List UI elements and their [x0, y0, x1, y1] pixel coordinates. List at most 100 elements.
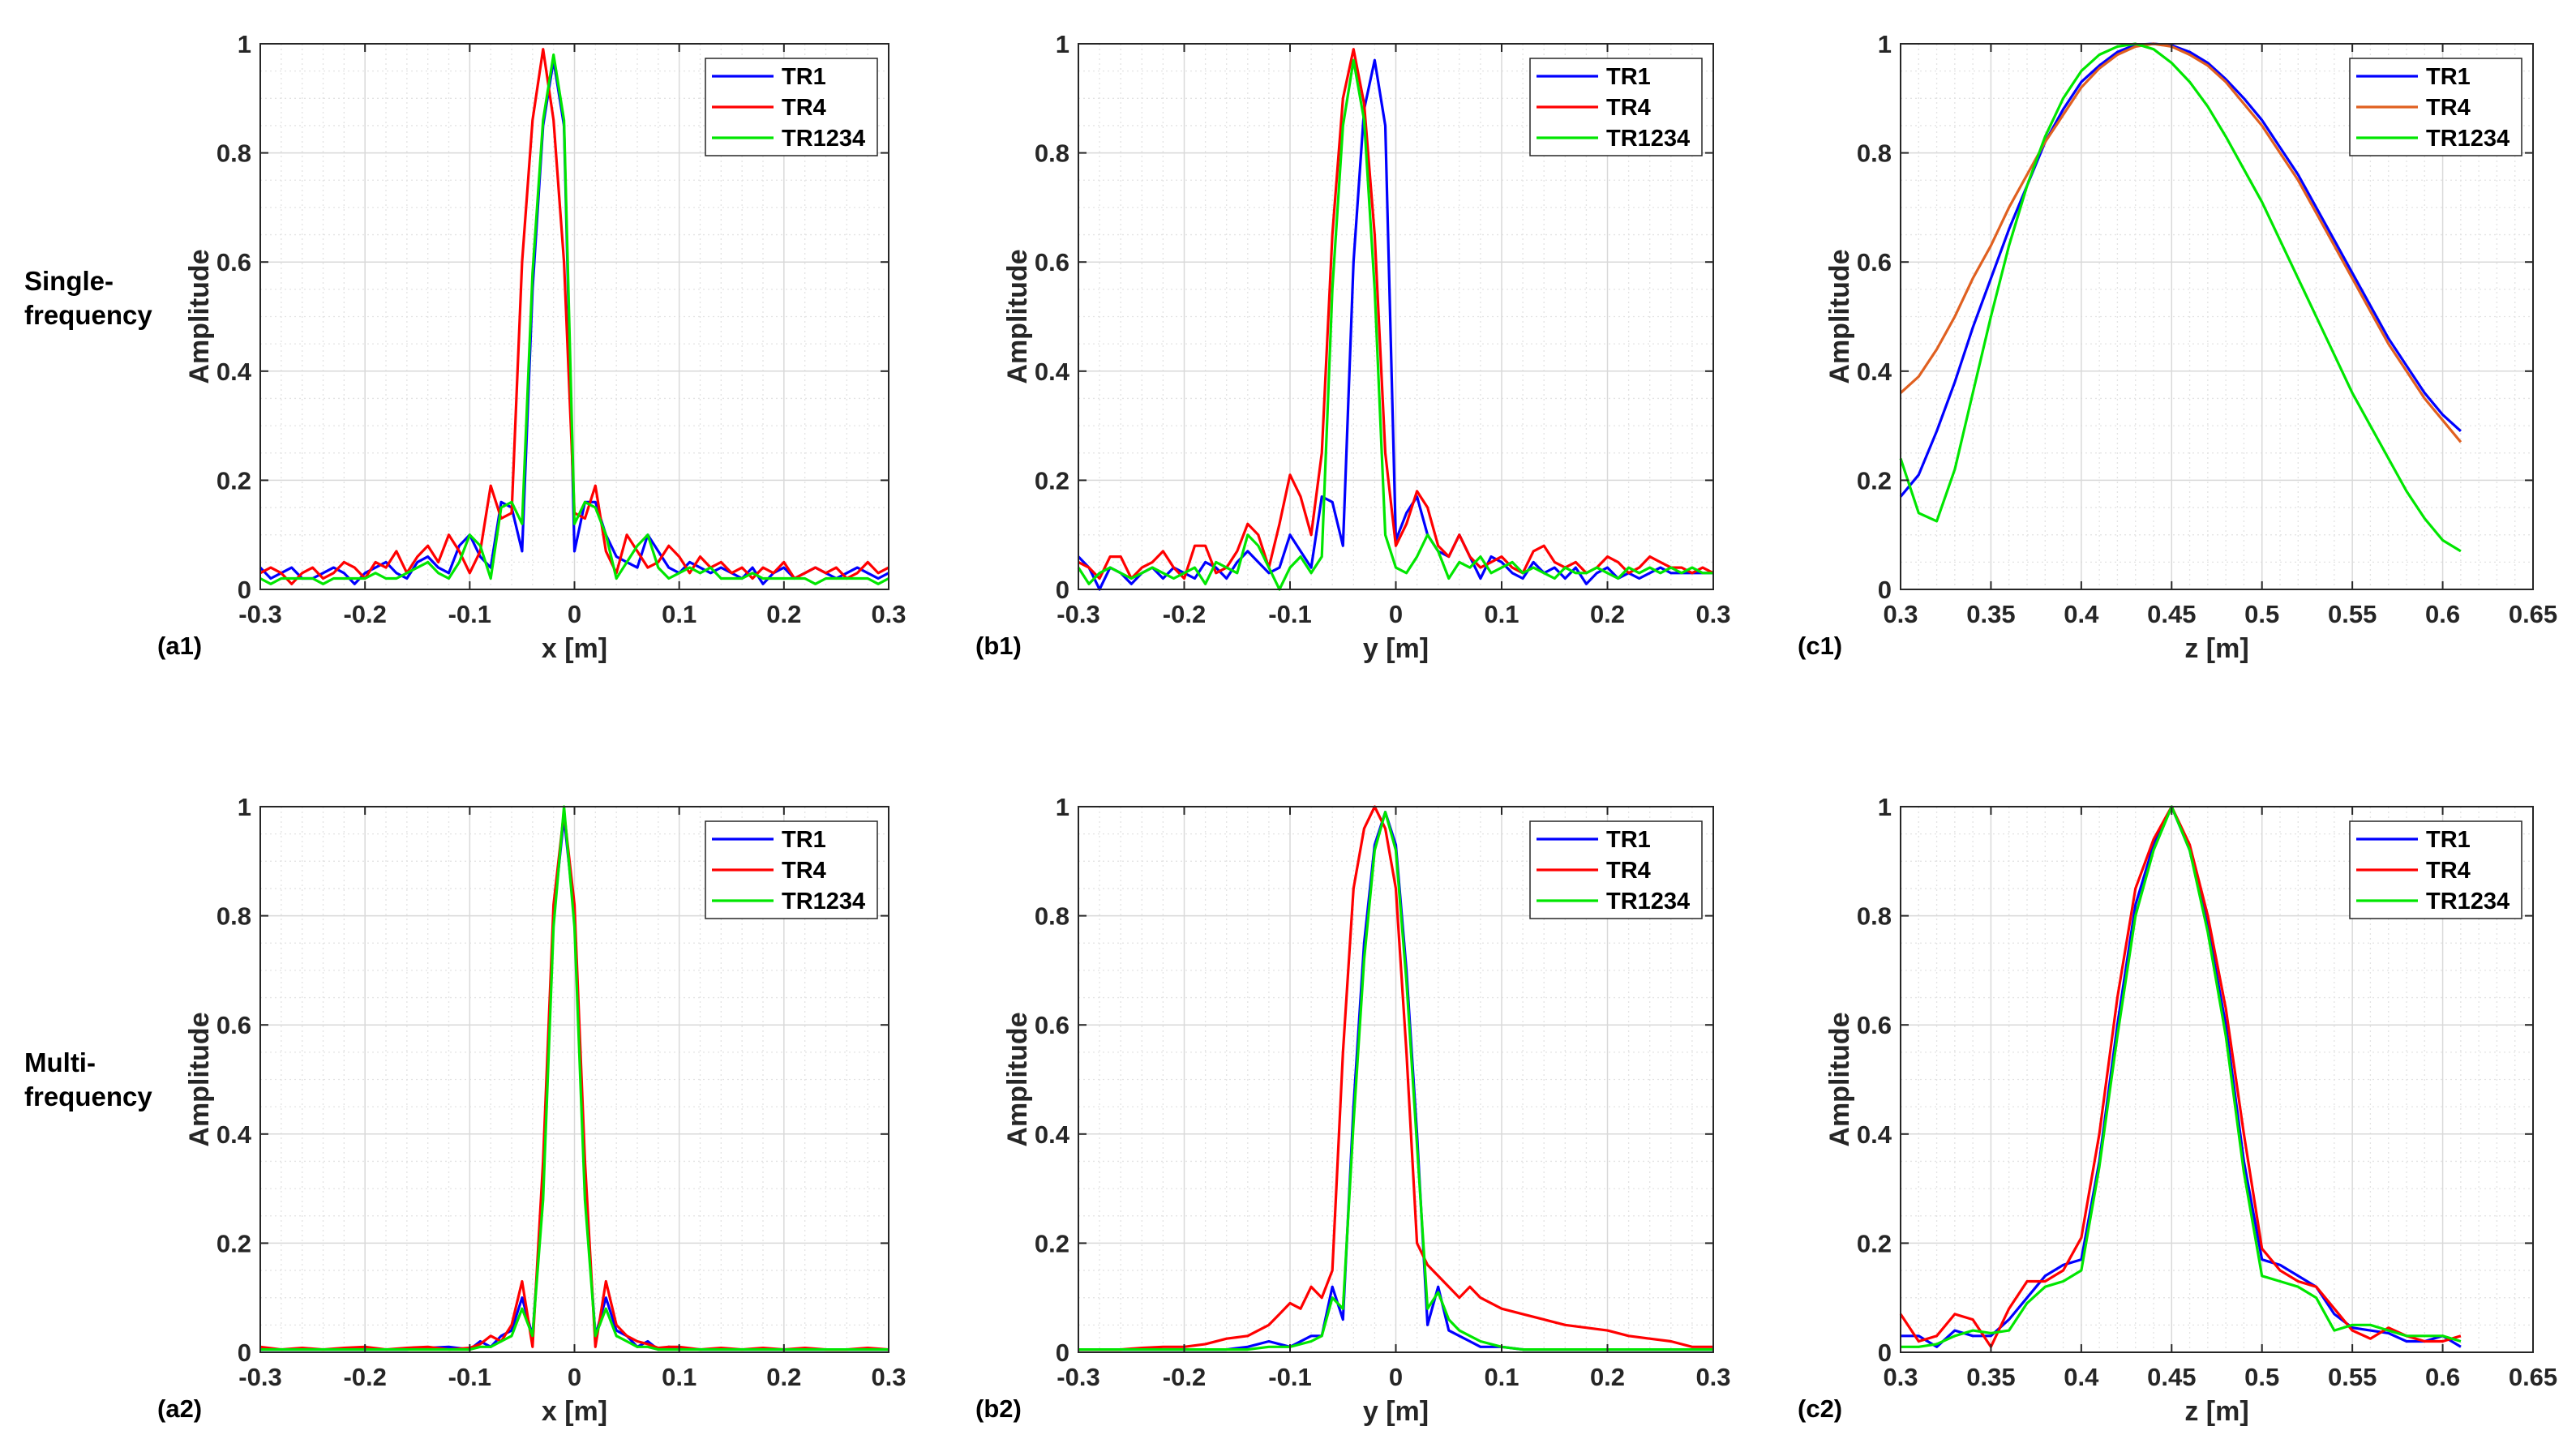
- x-axis-label: z [m]: [2184, 633, 2248, 664]
- y-tick-label: 0.8: [216, 139, 251, 168]
- panel-b1: -0.3 -0.2 -0.1 0 0.1 0.2 0.3 0 0.2 0.4 0.6 0.8 1 y [m…: [975, 30, 1731, 664]
- x-tick-label: 0: [568, 1363, 581, 1391]
- y-tick-label: 0.8: [1035, 139, 1069, 168]
- legend-item-tr4: TR4: [712, 95, 826, 121]
- x-tick-label: 0.3: [871, 1363, 906, 1391]
- panel-b2: -0.3 -0.2 -0.1 0 0.1 0.2 0.3 0 0.2 0.4 0.6 0.8 1 y [m…: [975, 793, 1731, 1427]
- x-tick-label: 0.65: [2509, 600, 2557, 628]
- y-tick-label: 0.6: [1035, 248, 1069, 276]
- x-tick-label: 0.45: [2147, 1363, 2196, 1391]
- panel-label: (b2): [975, 1394, 1022, 1423]
- legend-item-tr1: TR1: [2356, 827, 2471, 853]
- legend-item-tr4: TR4: [1537, 858, 1651, 884]
- y-tick-label: 0: [238, 1338, 251, 1367]
- x-axis-label: y [m]: [1363, 1396, 1429, 1427]
- series-line-tr1234: [1901, 805, 2462, 1348]
- legend-label: TR1: [782, 827, 826, 853]
- series-line-tr1: [1899, 42, 2462, 498]
- panel-a1: -0.3 -0.2 -0.1 0 0.1 0.2 0.3 0 0.2 0.4 0.6 0.8 1 x [m…: [157, 30, 907, 664]
- x-tick-label: 0.65: [2509, 1363, 2557, 1391]
- panel-label: (a1): [157, 632, 202, 660]
- legend: TR1 TR4 TR1234: [1529, 58, 1703, 156]
- y-tick-label: 0.4: [216, 358, 252, 386]
- y-tick-label: 0: [1056, 1338, 1069, 1367]
- legend-label: TR1: [1606, 64, 1651, 90]
- x-tick-label: -0.1: [1268, 600, 1311, 628]
- legend-label: TR4: [2426, 858, 2471, 884]
- legend-item-tr4: TR4: [712, 858, 826, 884]
- y-tick-label: 1: [238, 30, 251, 58]
- y-axis-label: Amplitude: [1002, 249, 1033, 383]
- legend-label: TR4: [1606, 858, 1651, 884]
- legend: TR1 TR4 TR1234: [705, 58, 878, 156]
- y-tick-label: 0.6: [1857, 248, 1892, 276]
- legend-item-tr1234: TR1234: [1537, 126, 1690, 152]
- x-tick-label: 0.3: [1695, 600, 1730, 628]
- x-tick-label: -0.3: [238, 1363, 281, 1391]
- row-label-single: Single- frequency: [24, 266, 152, 330]
- panel-a2: -0.3 -0.2 -0.1 0 0.1 0.2 0.3 0 0.2 0.4 0.6 0.8 1 x [m…: [157, 793, 907, 1427]
- y-tick-label: 0.2: [1035, 1229, 1069, 1257]
- y-tick-label: 1: [238, 793, 251, 821]
- legend-label: TR4: [2426, 95, 2471, 121]
- legend-label: TR1: [1606, 827, 1651, 853]
- legend-item-tr1234: TR1234: [712, 889, 865, 914]
- y-tick-label: 0.2: [1035, 466, 1069, 495]
- y-tick-label: 0: [1878, 576, 1892, 604]
- y-tick-label: 0.8: [216, 902, 251, 931]
- x-tick-label: 0.6: [2425, 1363, 2460, 1391]
- x-axis-label: y [m]: [1363, 633, 1429, 664]
- y-tick-label: 0.2: [1857, 466, 1892, 495]
- x-tick-label: -0.2: [343, 600, 386, 628]
- legend-item-tr1: TR1: [712, 64, 826, 90]
- series-line-tr1234: [1899, 42, 2462, 553]
- legend-label: TR4: [1606, 95, 1651, 121]
- x-tick-label: 0.1: [1484, 600, 1519, 628]
- legend-item-tr1234: TR1234: [2356, 889, 2510, 914]
- x-axis-label: z [m]: [2184, 1396, 2248, 1427]
- legend: TR1 TR4 TR1234: [1529, 820, 1703, 919]
- x-tick-label: 0.4: [2064, 1363, 2099, 1391]
- legend: TR1 TR4 TR1234: [705, 820, 878, 919]
- x-tick-label: -0.3: [1057, 1363, 1099, 1391]
- y-tick-label: 0.8: [1857, 902, 1892, 931]
- legend-box: [1529, 820, 1703, 919]
- x-tick-label: -0.2: [1163, 600, 1206, 628]
- y-tick-label: 0.4: [1035, 1120, 1070, 1149]
- y-tick-label: 0.4: [216, 1120, 252, 1149]
- y-axis-label: Amplitude: [1824, 249, 1855, 383]
- legend-item-tr1: TR1: [1537, 827, 1651, 853]
- row-label-multi-line2: frequency: [24, 1082, 152, 1111]
- x-tick-label: 0.2: [766, 600, 801, 628]
- series-line-tr1234: [1078, 811, 1713, 1351]
- x-tick-label: 0.4: [2064, 600, 2099, 628]
- legend-item-tr4: TR4: [2356, 95, 2471, 121]
- y-axis-label: Amplitude: [1824, 1012, 1855, 1146]
- x-tick-label: 0.3: [1883, 600, 1918, 628]
- x-tick-label: -0.1: [1268, 1363, 1311, 1391]
- legend-item-tr1234: TR1234: [712, 126, 865, 152]
- series-line-tr4: [1078, 48, 1714, 580]
- x-tick-label: 0.55: [2328, 1363, 2377, 1391]
- panel-c2: 0.3 0.35 0.4 0.45 0.5 0.55 0.6 0.65 0 0.2 0.4 0.6 0.…: [1798, 793, 2557, 1427]
- x-tick-label: 0.2: [1590, 1363, 1625, 1391]
- y-axis-label: Amplitude: [184, 249, 215, 383]
- legend-item-tr4: TR4: [1537, 95, 1651, 121]
- legend-label: TR1234: [1606, 889, 1690, 914]
- row-label-single-line1: Single-: [24, 266, 114, 296]
- x-tick-label: 0.2: [766, 1363, 801, 1391]
- series-line-tr1234: [1077, 58, 1713, 591]
- x-tick-label: 0.45: [2147, 600, 2196, 628]
- series-line-tr1: [259, 58, 889, 585]
- x-tick-label: 0.1: [1484, 1363, 1519, 1391]
- y-tick-label: 0: [1056, 576, 1069, 604]
- y-tick-label: 0.6: [1857, 1011, 1892, 1039]
- row-label-single-line2: frequency: [24, 300, 152, 330]
- x-tick-label: 0.3: [1695, 1363, 1730, 1391]
- series-line-tr4: [1078, 805, 1713, 1351]
- legend-label: TR4: [782, 95, 826, 121]
- series-line-tr4: [1899, 42, 2462, 443]
- x-tick-label: 0: [568, 600, 581, 628]
- axes-box: [1900, 806, 2534, 1353]
